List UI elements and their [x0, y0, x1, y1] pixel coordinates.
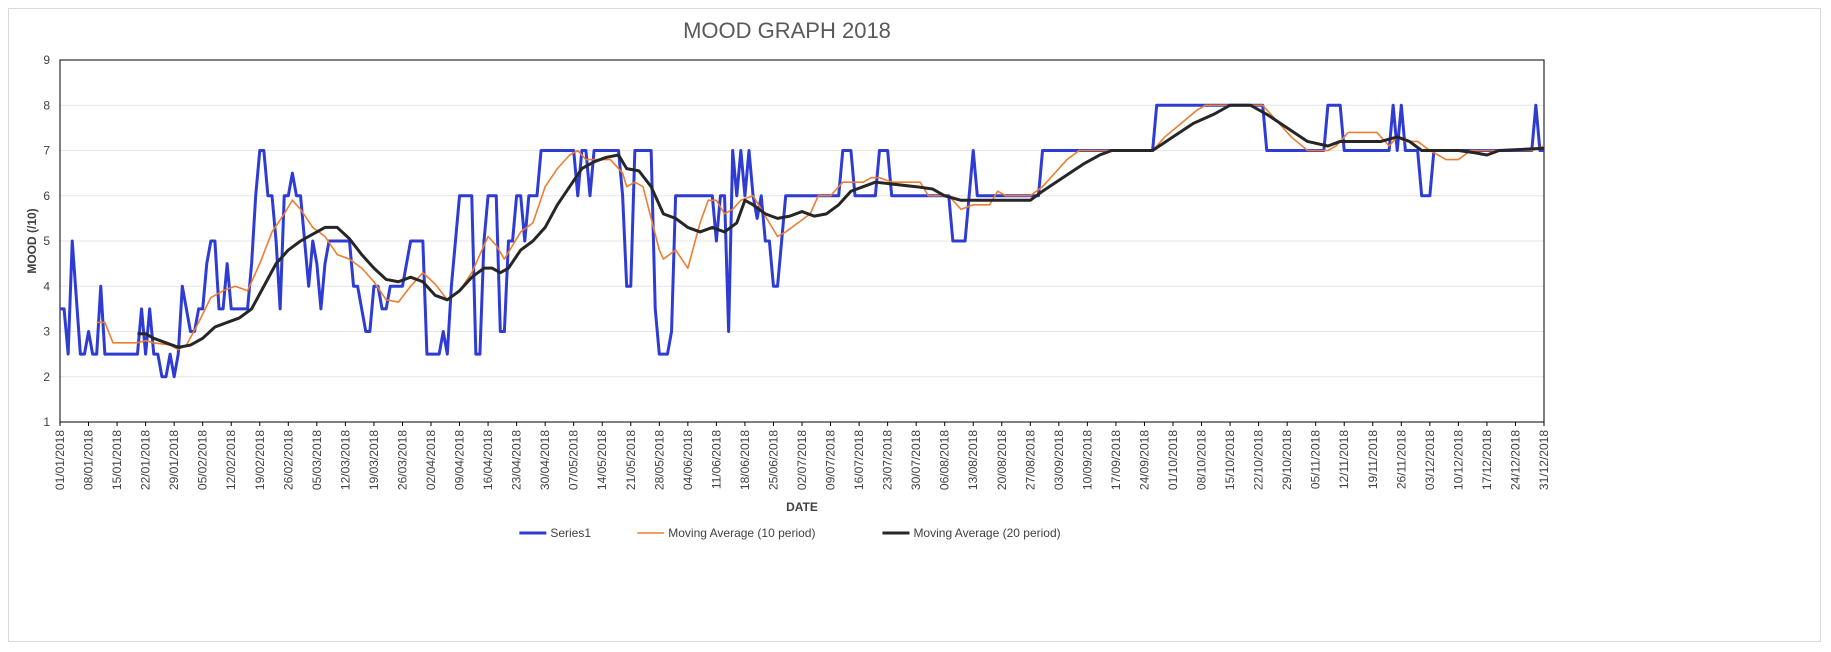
y-tick-label: 7: [43, 144, 50, 158]
x-tick-label: 19/11/2018: [1366, 430, 1380, 489]
x-axis-title: DATE: [786, 500, 818, 514]
y-tick-label: 8: [43, 98, 50, 112]
chart-title: MOOD GRAPH 2018: [683, 18, 891, 43]
x-tick-label: 13/08/2018: [966, 430, 980, 490]
x-tick-label: 22/01/2018: [139, 430, 153, 490]
y-axis-title: MOOD (/10): [25, 208, 39, 273]
x-tick-label: 03/09/2018: [1052, 430, 1066, 490]
x-tick-label: 17/09/2018: [1109, 430, 1123, 490]
y-tick-label: 9: [43, 53, 50, 67]
plot-area: [59, 59, 1545, 423]
series-2: [96, 104, 1545, 351]
y-tick-label: 4: [43, 279, 50, 293]
legend-item: Moving Average (20 period): [882, 526, 1061, 540]
x-tick-label: 26/03/2018: [395, 430, 409, 490]
x-tick-label: 16/07/2018: [852, 430, 866, 490]
x-tick-label: 12/11/2018: [1337, 430, 1351, 489]
x-tick-label: 09/07/2018: [824, 430, 838, 490]
x-tick-label: 02/07/2018: [795, 430, 809, 490]
legend-item: Moving Average (10 period): [637, 526, 815, 540]
x-tick-label: 10/09/2018: [1080, 430, 1094, 490]
x-tick-label: 19/02/2018: [253, 430, 267, 490]
x-tick-label: 02/04/2018: [424, 430, 438, 490]
x-tick-label: 11/06/2018: [709, 430, 723, 489]
x-tick-label: 31/12/2018: [1537, 430, 1551, 490]
y-tick-label: 1: [43, 415, 50, 429]
x-tick-label: 14/05/2018: [595, 430, 609, 490]
x-tick-label: 29/10/2018: [1280, 430, 1294, 490]
x-tick-label: 26/02/2018: [281, 430, 295, 490]
x-tick-label: 24/12/2018: [1508, 430, 1522, 490]
x-tick-label: 15/10/2018: [1223, 430, 1237, 490]
x-axis-ticks: 01/01/2018 08/01/2018 15/01/2018 22/01/2018…: [53, 422, 1551, 490]
series-line: [96, 104, 1545, 351]
x-tick-label: 16/04/2018: [481, 430, 495, 490]
x-tick-label: 30/04/2018: [538, 430, 552, 490]
x-tick-label: 20/08/2018: [995, 430, 1009, 490]
x-tick-label: 23/04/2018: [510, 430, 524, 490]
x-tick-label: 30/07/2018: [909, 430, 923, 490]
x-tick-label: 23/07/2018: [881, 430, 895, 490]
x-tick-label: 08/01/2018: [82, 430, 96, 490]
x-tick-label: 03/12/2018: [1423, 430, 1437, 490]
x-tick-label: 21/05/2018: [624, 430, 638, 490]
series-line: [60, 103, 1544, 379]
legend-label: Moving Average (10 period): [668, 526, 815, 540]
legend-item: Series1: [519, 526, 591, 540]
x-tick-label: 22/10/2018: [1252, 430, 1266, 490]
x-tick-label: 08/10/2018: [1195, 430, 1209, 490]
x-tick-label: 24/09/2018: [1137, 430, 1151, 490]
x-tick-label: 25/06/2018: [766, 430, 780, 490]
series-1: [60, 103, 1544, 379]
legend-label: Series1: [550, 526, 591, 540]
x-tick-label: 12/02/2018: [224, 430, 238, 490]
x-tick-label: 28/05/2018: [652, 430, 666, 490]
x-tick-label: 29/01/2018: [167, 430, 181, 490]
series-3: [137, 103, 1545, 349]
x-tick-label: 05/11/2018: [1309, 430, 1323, 489]
x-tick-label: 15/01/2018: [110, 430, 124, 490]
x-tick-label: 27/08/2018: [1023, 430, 1037, 490]
x-tick-label: 06/08/2018: [938, 430, 952, 490]
y-tick-label: 2: [43, 370, 50, 384]
legend-label: Moving Average (20 period): [913, 526, 1060, 540]
x-tick-label: 09/04/2018: [453, 430, 467, 490]
x-tick-label: 07/05/2018: [567, 430, 581, 490]
x-tick-label: 17/12/2018: [1480, 430, 1494, 490]
x-tick-label: 26/11/2018: [1394, 430, 1408, 489]
x-tick-label: 18/06/2018: [738, 430, 752, 490]
x-tick-label: 01/10/2018: [1166, 430, 1180, 490]
x-tick-label: 10/12/2018: [1451, 430, 1465, 490]
x-tick-label: 19/03/2018: [367, 430, 381, 490]
y-tick-label: 3: [43, 325, 50, 339]
x-tick-label: 05/03/2018: [310, 430, 324, 490]
y-tick-label: 6: [43, 189, 50, 203]
x-tick-label: 12/03/2018: [338, 430, 352, 490]
x-tick-label: 04/06/2018: [681, 430, 695, 490]
mood-line-chart: MOOD GRAPH 2018 1 2 3 4 5 6 7 8 9 01/01/2018 08/0…: [25, 18, 1551, 540]
series-lines: [60, 103, 1545, 379]
chart-area: MOOD GRAPH 2018 1 2 3 4 5 6 7 8 9 01/01/2018 08/0…: [8, 8, 1821, 642]
y-tick-label: 5: [43, 234, 50, 248]
x-tick-label: 05/02/2018: [196, 430, 210, 490]
y-axis-ticks: 1 2 3 4 5 6 7 8 9: [43, 53, 50, 429]
series-line: [137, 103, 1545, 349]
x-tick-label: 01/01/2018: [53, 430, 67, 490]
legend: Series1 Moving Average (10 period) Moving …: [519, 526, 1061, 540]
